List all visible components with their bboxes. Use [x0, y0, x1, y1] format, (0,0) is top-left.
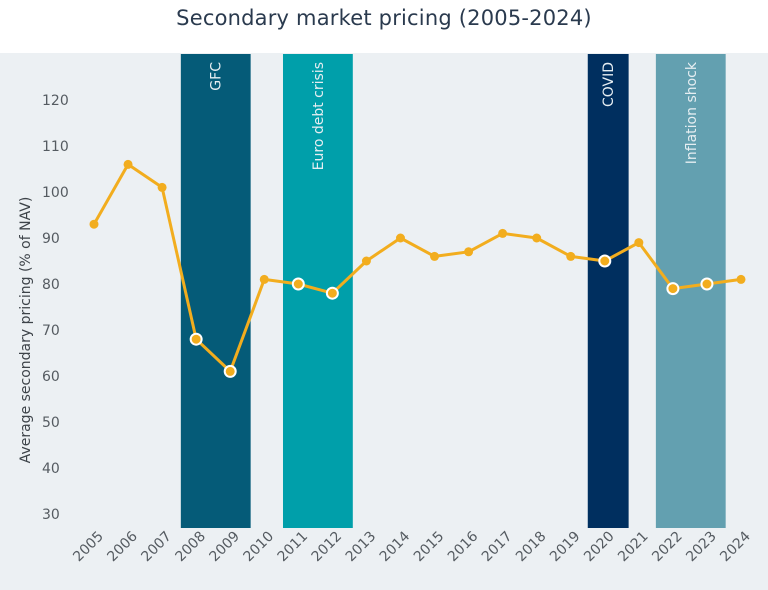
event-band-label: Inflation shock [684, 61, 700, 164]
data-point [259, 274, 269, 284]
y-tick-label: 30 [42, 507, 60, 523]
data-point [395, 233, 405, 243]
data-point [736, 274, 746, 284]
data-point [89, 219, 99, 229]
data-point [223, 364, 237, 378]
data-point [598, 254, 612, 268]
data-point [361, 256, 371, 266]
y-tick-label: 100 [42, 185, 69, 201]
data-point [123, 159, 133, 169]
data-point [157, 182, 167, 192]
series-line [92, 162, 743, 373]
data-point [325, 286, 339, 300]
y-axis-title: Average secondary pricing (% of NAV) [18, 197, 34, 464]
data-point [291, 277, 305, 291]
y-tick-label: 50 [42, 415, 60, 431]
y-tick-label: 110 [42, 139, 69, 155]
data-point [666, 282, 680, 296]
y-tick-label: 90 [42, 231, 60, 247]
data-point [430, 251, 440, 261]
y-tick-label: 40 [42, 461, 60, 477]
plot-background [0, 53, 768, 590]
y-tick-label: 120 [42, 93, 69, 109]
data-point [700, 277, 714, 291]
data-point [498, 228, 508, 238]
event-band-label: Euro debt crisis [311, 62, 327, 170]
data-point [566, 251, 576, 261]
event-band-label: GFC [209, 62, 225, 91]
data-point [634, 238, 644, 248]
data-point [464, 247, 474, 257]
event-band [587, 54, 629, 528]
chart-title: Secondary market pricing (2005-2024) [176, 6, 592, 30]
event-band-label: COVID [601, 62, 617, 107]
y-tick-label: 70 [42, 323, 60, 339]
y-tick-label: 80 [42, 277, 60, 293]
data-point [189, 332, 203, 346]
event-band [282, 54, 353, 528]
series-layer [89, 159, 746, 378]
y-axis: 30 40 50 60 70 80 90 100 110 120 [42, 93, 69, 523]
event-band [180, 54, 251, 528]
y-tick-label: 60 [42, 369, 60, 385]
data-point [532, 233, 542, 243]
